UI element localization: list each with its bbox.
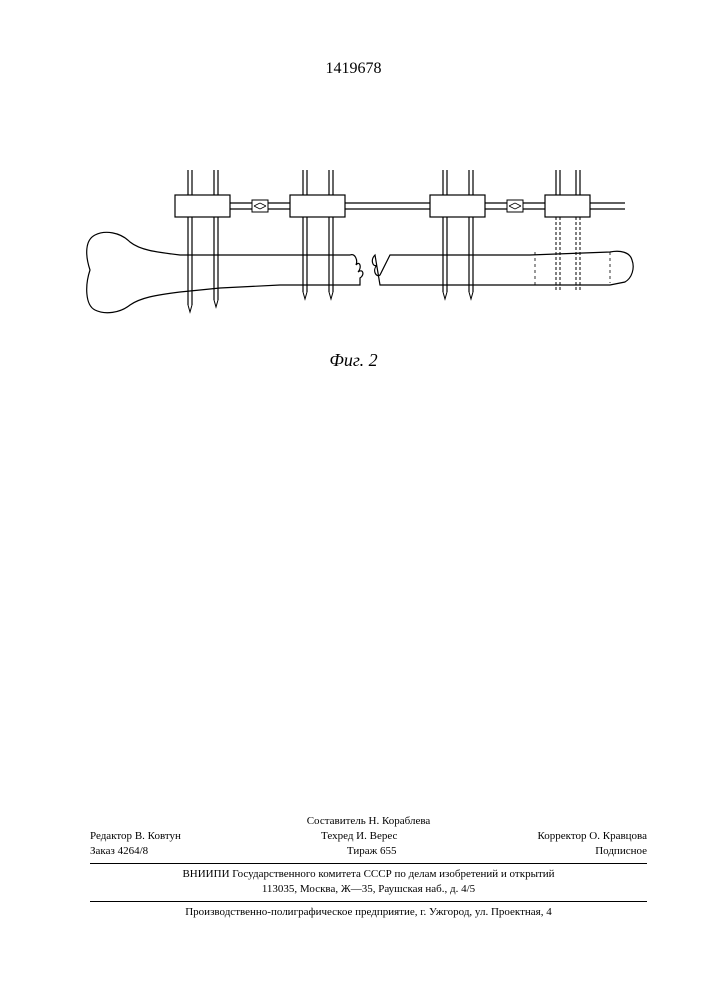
techred-label: Техред (321, 830, 353, 842)
figure-diagram (80, 160, 640, 340)
techred-name: И. Верес (356, 830, 397, 842)
order-number: 4264/8 (118, 845, 149, 857)
editor-label: Редактор (90, 830, 132, 842)
compiler-name: Н. Кораблева (369, 815, 431, 827)
org-line2: 113035, Москва, Ж—35, Раушская наб., д. … (90, 882, 647, 897)
order-label: Заказ (90, 845, 115, 857)
corrector-label: Корректор (538, 830, 587, 842)
footer-block: Составитель Н. Кораблева Редактор В. Ков… (90, 814, 647, 920)
corrector-name: О. Кравцова (589, 830, 647, 842)
figure-caption: Фиг. 2 (0, 350, 707, 371)
subscription: Подписное (595, 844, 647, 859)
editor-name: В. Ковтун (135, 830, 181, 842)
printer-line: Производственно-полиграфическое предприя… (90, 905, 647, 920)
circulation-label: Тираж (347, 845, 377, 857)
org-line1: ВНИИПИ Государственного комитета СССР по… (90, 867, 647, 882)
page-number: 1419678 (0, 60, 707, 78)
circulation-number: 655 (380, 845, 397, 857)
compiler-label: Составитель (307, 815, 366, 827)
